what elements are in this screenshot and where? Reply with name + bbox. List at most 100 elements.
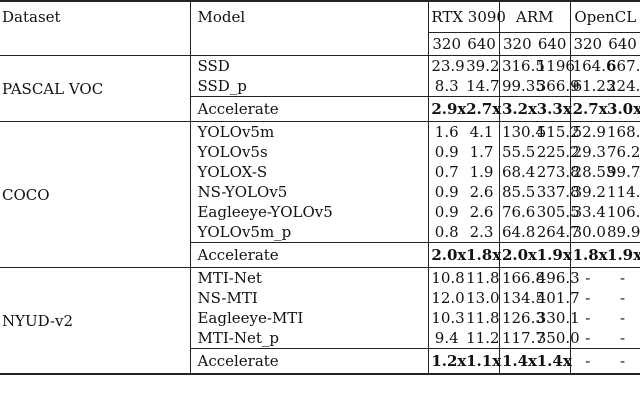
accelerate-value: 1.8x: [570, 242, 608, 268]
header-size: 320: [570, 32, 606, 56]
header-group-opencl: OpenCL: [570, 0, 640, 33]
accelerate-value: 2.0x: [428, 242, 466, 268]
value-cell: 2.6: [464, 202, 500, 222]
model-cell: SSD: [190, 55, 430, 76]
value-cell: 316.5: [499, 55, 545, 76]
value-cell: 0.9: [434, 183, 459, 201]
accelerate-value: -: [570, 348, 606, 375]
value-cell: 76.2: [607, 143, 640, 161]
value-cell: 13.0: [464, 288, 500, 308]
value-cell: -: [605, 267, 640, 288]
header-size: 640: [605, 32, 640, 56]
model-cell: Eagleeye-MTI: [190, 308, 430, 328]
value-cell: 30.0: [572, 223, 606, 241]
value-cell: 0.7: [434, 163, 459, 181]
table-row: NYUD-v2 MTI-Net 10.8 11.8 166.8 496.3- -: [0, 267, 640, 375]
value-cell: 2.6: [464, 182, 500, 202]
dataset-cell: PASCAL VOC: [0, 55, 192, 122]
value-cell: 33.4: [572, 203, 606, 221]
value-cell: -: [619, 309, 626, 327]
header-group-rtx3090: RTX 3090: [428, 0, 506, 33]
header-group-arm: ARM: [499, 0, 571, 33]
value-cell: 273.8: [534, 162, 580, 182]
accelerate-value: 2.7x: [464, 96, 501, 122]
accelerate-row: Accelerate 2.0x 1.8x 2.0x 1.9x 1.8x 1.9x: [0, 242, 640, 268]
table-row: YOLOv5m_p 0.8 2.3 64.8 264.7 30.0 89.9: [0, 222, 640, 243]
value-cell: -: [585, 309, 591, 327]
accelerate-value: 3.3x: [534, 96, 572, 122]
table-row: YOLOv5s 0.9 1.7 55.5 225.2 29.3 76.2: [0, 142, 640, 162]
table-row: NS-MTI 12.0 13.0 134.5 401.7- -: [0, 288, 640, 308]
model-cell: Eagleeye-YOLOv5: [190, 202, 430, 222]
accelerate-value: 1.8x: [464, 242, 501, 268]
accelerate-value: 2.9x: [428, 96, 466, 122]
value-cell: 11.8: [464, 308, 500, 328]
value-cell: 9.4: [434, 329, 459, 347]
value-cell: 0.9: [434, 143, 459, 161]
accelerate-label: Accelerate: [190, 348, 430, 375]
value-cell: 1.7: [464, 142, 500, 162]
accelerate-row: Accelerate 2.9x 2.7x 3.2x 3.3x 2.7x 3.0x: [0, 96, 640, 122]
value-cell: 39.2: [464, 55, 500, 76]
value-cell: 264.7: [534, 222, 580, 243]
header-row-sizes: 320 640 320 640 320 640: [0, 32, 640, 56]
value-cell: -: [570, 267, 606, 288]
value-cell: 76.6: [501, 203, 536, 221]
value-cell: 515.2: [534, 121, 580, 142]
value-cell: 11.8: [464, 267, 500, 288]
results-table: Dataset Model RTX 3090 ARM OpenCL 320 64…: [0, 0, 640, 375]
value-cell: 0.8: [434, 223, 459, 241]
value-cell: 1196: [534, 55, 575, 76]
value-cell: 85.5: [501, 183, 536, 201]
value-cell: 305.5: [534, 202, 580, 222]
value-cell: 4.1: [464, 121, 500, 142]
header-size: 320: [499, 32, 535, 56]
value-cell: 126.3: [501, 309, 545, 327]
value-cell: 164.6: [570, 55, 616, 76]
dataset-cell: NYUD-v2: [0, 267, 192, 375]
value-cell: 1.6: [428, 121, 465, 142]
value-cell: 0.9: [434, 203, 459, 221]
accelerate-label: Accelerate: [190, 242, 430, 268]
value-cell: 61.23: [572, 77, 616, 95]
model-cell: YOLOv5s: [190, 142, 430, 162]
value-cell: 52.9: [570, 121, 606, 142]
model-cell: SSD_p: [190, 76, 430, 97]
value-cell: 224.5: [607, 77, 640, 95]
value-cell: 99.35: [501, 77, 545, 95]
header-size: 320: [428, 32, 465, 56]
value-cell: 14.7: [464, 76, 500, 97]
value-cell: 99.7: [607, 163, 640, 181]
dataset-cell: COCO: [0, 121, 192, 268]
value-cell: 134.5: [501, 289, 545, 307]
accelerate-value: 1.1x: [464, 348, 501, 375]
value-cell: 10.3: [431, 309, 465, 327]
value-cell: 2.3: [464, 222, 500, 243]
accelerate-value: 1.4x: [534, 348, 572, 375]
table-body: Dataset Model RTX 3090 ARM OpenCL 320 64…: [0, 0, 640, 375]
accelerate-value: 3.2x: [499, 96, 537, 122]
value-cell: 12.0: [431, 289, 465, 307]
table-row: MTI-Net_p 9.4 11.2 117.7 350.0- -: [0, 328, 640, 349]
value-cell: 330.1: [534, 308, 580, 328]
value-cell: 39.2: [572, 183, 606, 201]
value-cell: 10.8: [428, 267, 465, 288]
model-cell: MTI-Net_p: [190, 328, 430, 349]
table-row: YOLOX-S 0.7 1.9 68.4 273.8 28.53 99.7: [0, 162, 640, 182]
model-cell: YOLOv5m: [190, 121, 430, 142]
value-cell: 23.9: [428, 55, 465, 76]
header-row-groups: Dataset Model RTX 3090 ARM OpenCL: [0, 0, 640, 56]
header-size: 640: [534, 32, 571, 56]
value-cell: 106.3: [607, 203, 640, 221]
accelerate-value: 1.2x: [428, 348, 466, 375]
value-cell: 8.3: [434, 77, 459, 95]
value-cell: 366.9: [534, 76, 580, 97]
model-cell: NS-MTI: [190, 288, 430, 308]
accelerate-label: Accelerate: [190, 96, 430, 122]
